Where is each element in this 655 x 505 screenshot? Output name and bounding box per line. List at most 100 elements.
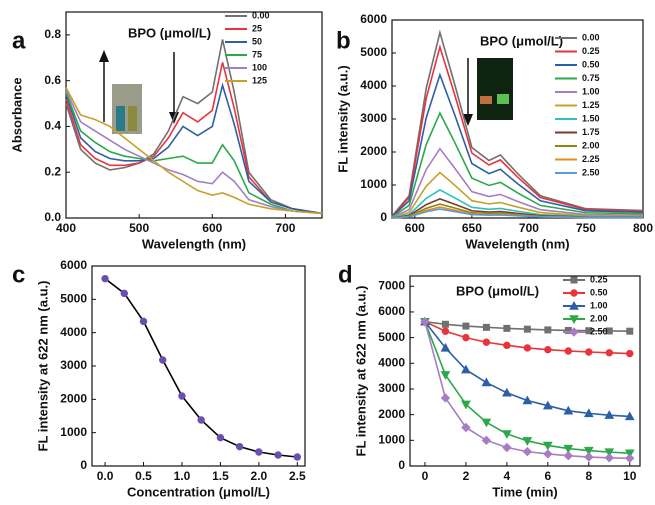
marker — [604, 448, 615, 458]
legend-label: 0.25 — [582, 46, 600, 56]
series-line — [391, 171, 644, 219]
marker — [440, 371, 451, 380]
marker — [462, 322, 470, 330]
legend-label: 1.50 — [582, 113, 600, 123]
panel-label: a — [12, 27, 26, 54]
x-axis-label: Time (min) — [492, 484, 558, 499]
x-axis-label: Wavelength (nm) — [142, 236, 246, 251]
y-tick-label: 2000 — [60, 392, 87, 406]
series-line — [391, 208, 644, 219]
marker — [564, 347, 573, 355]
marker — [235, 442, 244, 451]
marker — [625, 453, 635, 464]
marker — [503, 341, 511, 350]
y-tick-label: 6000 — [360, 12, 387, 26]
annotation: BPO (μmol/L) — [456, 283, 539, 298]
x-tick-label: 0.5 — [135, 469, 152, 483]
plot-frame — [409, 275, 641, 467]
x-tick-label: 2 — [463, 469, 470, 483]
x-tick-label: 700 — [519, 221, 539, 235]
marker — [563, 405, 574, 415]
legend-label: 75 — [252, 49, 262, 59]
marker — [563, 444, 574, 454]
legend-label: 1.00 — [590, 300, 608, 310]
y-tick-label: 3000 — [60, 358, 87, 372]
y-axis-label: FL intensity (a.u.) — [335, 65, 350, 172]
marker — [461, 364, 471, 374]
marker — [584, 452, 594, 462]
series-line — [391, 29, 644, 217]
y-axis-label: Absorbance — [9, 77, 24, 152]
y-tick-label: 2000 — [360, 144, 387, 158]
marker — [440, 393, 451, 403]
legend-marker — [569, 300, 579, 310]
y-tick-label: 0 — [380, 210, 387, 224]
marker — [626, 327, 634, 335]
marker — [197, 416, 205, 424]
y-tick-label: 5000 — [360, 45, 387, 59]
y-tick-label: 1000 — [360, 177, 387, 191]
marker — [522, 395, 533, 405]
y-tick-label: 1000 — [60, 425, 87, 439]
legend-label: 0.00 — [252, 10, 270, 20]
marker — [605, 349, 613, 357]
inset-photo — [477, 58, 513, 120]
series-line — [65, 82, 323, 215]
legend-label: 1.25 — [582, 100, 600, 110]
x-tick-label: 2.0 — [251, 469, 268, 483]
y-axis-label: FL intensity at 622 nm (a.u.) — [353, 286, 368, 457]
plot-frame — [65, 11, 323, 219]
marker — [482, 323, 490, 331]
marker — [502, 387, 512, 397]
x-tick-label: 0.0 — [97, 469, 114, 483]
legend-label: 100 — [252, 62, 267, 72]
marker — [503, 324, 511, 332]
legend-marker — [569, 315, 579, 325]
y-tick-label: 6000 — [378, 304, 405, 318]
x-tick-label: 600 — [202, 221, 222, 235]
marker — [178, 392, 186, 400]
y-tick-label: 0.0 — [44, 210, 61, 224]
vial — [128, 106, 137, 131]
legend-label: 1.00 — [582, 86, 600, 96]
y-tick-label: 3000 — [378, 381, 405, 395]
legend-label: 1.75 — [582, 127, 600, 137]
arrow-head — [463, 114, 473, 126]
x-tick-label: 800 — [633, 221, 653, 235]
marker — [542, 400, 553, 410]
series-line — [391, 147, 644, 219]
y-tick-label: 0.6 — [44, 73, 61, 87]
x-tick-label: 600 — [405, 221, 425, 235]
marker — [605, 327, 613, 335]
marker — [583, 408, 594, 418]
panel-label: d — [338, 261, 353, 288]
marker — [544, 326, 552, 334]
x-tick-label: 8 — [585, 469, 592, 483]
marker — [544, 345, 552, 354]
y-tick-label: 1000 — [378, 432, 405, 446]
y-tick-label: 7000 — [378, 278, 405, 292]
y-tick-label: 0.8 — [44, 27, 61, 41]
y-tick-label: 3000 — [360, 111, 387, 125]
marker — [293, 453, 302, 461]
series-line — [65, 39, 323, 215]
series-line — [65, 89, 323, 215]
legend-label: 2.50 — [582, 167, 600, 177]
x-axis-label: Wavelength (nm) — [465, 236, 569, 251]
panel-label: b — [336, 27, 351, 54]
y-tick-label: 0 — [80, 458, 87, 472]
glow — [497, 94, 509, 104]
marker — [585, 327, 593, 335]
marker — [441, 320, 449, 328]
y-tick-label: 6000 — [60, 258, 87, 272]
decorations — [99, 50, 513, 134]
x-tick-label: 4 — [504, 469, 511, 483]
marker — [462, 333, 470, 342]
marker — [481, 377, 492, 387]
y-tick-label: 5000 — [60, 292, 87, 306]
legend-label: 0.50 — [590, 287, 608, 297]
arrow-head — [99, 50, 109, 62]
y-tick-label: 0.2 — [44, 164, 61, 178]
marker — [216, 433, 225, 442]
legend-label: 125 — [252, 75, 267, 85]
